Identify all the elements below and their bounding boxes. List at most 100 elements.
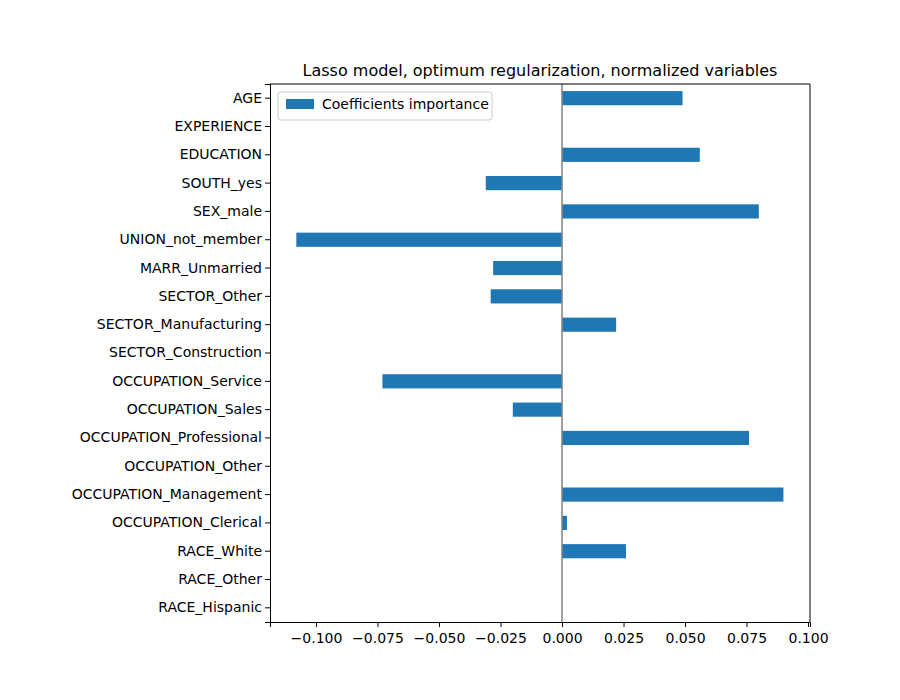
- x-tick-mark: [378, 622, 379, 627]
- y-tick: EDUCATION: [180, 146, 270, 162]
- y-tick: AGE: [233, 90, 270, 106]
- y-tick-label: EXPERIENCE: [174, 118, 262, 134]
- y-tick-label: RACE_Hispanic: [158, 599, 262, 615]
- x-tick-mark: [501, 622, 502, 627]
- y-tick-mark: [265, 381, 270, 382]
- y-tick-label: OCCUPATION_Other: [124, 458, 262, 474]
- y-tick-mark: [265, 324, 270, 325]
- x-tick: 0.025: [604, 622, 644, 646]
- x-axis-line: [271, 623, 811, 628]
- y-tick: OCCUPATION_Clerical: [112, 514, 270, 530]
- right-spine: [810, 84, 811, 622]
- y-tick-label: UNION_not_member: [120, 231, 263, 247]
- y-tick: OCCUPATION_Professional: [80, 429, 270, 445]
- x-tick-mark: [562, 622, 563, 627]
- y-tick-mark: [265, 268, 270, 269]
- chart-container: −0.100 −0.075 −0.050 −0.025 0.000 0.025 0.050 0…: [0, 0, 900, 700]
- x-tick-mark: [747, 622, 748, 627]
- x-tick-label: 0.050: [665, 630, 705, 646]
- y-tick-label: SECTOR_Other: [158, 288, 262, 304]
- x-axis: −0.100 −0.075 −0.050 −0.025 0.000 0.025 0.050 0…: [271, 622, 829, 646]
- y-tick-mark: [265, 98, 270, 99]
- x-tick: 0.075: [727, 622, 767, 646]
- y-tick-label: AGE: [233, 90, 262, 106]
- x-tick: 0.000: [542, 622, 582, 646]
- y-axis: AGE EXPERIENCE EDUCATION SOUTH_yes SEX_male U…: [72, 85, 271, 623]
- y-tick: SECTOR_Other: [158, 288, 270, 304]
- zero-line: [561, 84, 563, 622]
- x-tick: −0.050: [414, 622, 466, 646]
- y-tick-label: SEX_male: [193, 203, 262, 219]
- x-tick-mark: [624, 622, 625, 627]
- plot-area: −0.100 −0.075 −0.050 −0.025 0.000 0.025 0.050 0…: [72, 84, 829, 646]
- y-tick-mark: [265, 296, 270, 297]
- x-tick-mark: [685, 622, 686, 627]
- y-tick-label: SECTOR_Manufacturing: [97, 316, 262, 332]
- x-tick: −0.075: [352, 622, 404, 646]
- y-tick-mark: [265, 437, 270, 438]
- x-tick-label: −0.025: [475, 630, 527, 646]
- y-tick-label: OCCUPATION_Service: [112, 373, 262, 389]
- y-tick: SOUTH_yes: [182, 175, 270, 191]
- y-tick: SECTOR_Construction: [109, 344, 270, 360]
- y-tick-label: EDUCATION: [180, 146, 262, 162]
- y-tick: EXPERIENCE: [174, 118, 270, 134]
- y-tick: SECTOR_Manufacturing: [97, 316, 270, 332]
- y-tick-mark: [265, 126, 270, 127]
- y-tick-mark: [265, 409, 270, 410]
- y-tick-label: SOUTH_yes: [182, 175, 262, 191]
- bar: [382, 374, 562, 388]
- y-tick: UNION_not_member: [120, 231, 270, 247]
- y-tick-mark: [265, 183, 270, 184]
- bar: [493, 261, 562, 275]
- y-tick-mark: [265, 239, 270, 240]
- bar: [491, 289, 562, 303]
- y-tick-label: SECTOR_Construction: [109, 344, 262, 360]
- y-tick-label: MARR_Unmarried: [140, 260, 262, 276]
- y-axis-line: [265, 85, 271, 623]
- bar: [562, 431, 749, 445]
- y-tick-mark: [265, 353, 270, 354]
- legend-swatch: [286, 99, 314, 109]
- legend-label: Coefficients importance: [322, 96, 489, 112]
- y-tick-mark: [265, 579, 270, 580]
- bar: [562, 148, 700, 162]
- bar: [562, 91, 683, 105]
- bar: [562, 488, 783, 502]
- x-tick-mark: [808, 622, 809, 627]
- x-tick-mark: [316, 622, 317, 627]
- y-tick-label: OCCUPATION_Sales: [127, 401, 262, 417]
- x-tick-label: 0.075: [727, 630, 767, 646]
- y-tick-mark: [265, 522, 270, 523]
- y-tick: SEX_male: [193, 203, 270, 219]
- bar: [296, 233, 562, 247]
- y-tick: RACE_Hispanic: [158, 599, 270, 615]
- y-tick-label: OCCUPATION_Clerical: [112, 514, 262, 530]
- bar: [562, 204, 759, 218]
- x-tick-label: −0.050: [414, 630, 466, 646]
- x-tick: −0.100: [291, 622, 343, 646]
- x-tick-label: 0.025: [604, 630, 644, 646]
- bars: [296, 91, 783, 558]
- top-spine: [270, 84, 810, 85]
- bar: [562, 318, 616, 332]
- bar: [486, 176, 562, 190]
- bar: [562, 544, 626, 558]
- y-tick: RACE_White: [177, 543, 270, 559]
- y-tick-mark: [265, 211, 270, 212]
- x-tick-label: 0.100: [788, 630, 828, 646]
- y-tick-label: RACE_White: [177, 543, 262, 559]
- x-tick-label: 0.000: [542, 630, 582, 646]
- x-tick-label: −0.100: [291, 630, 343, 646]
- x-tick: 0.050: [665, 622, 705, 646]
- legend-box: [278, 92, 492, 120]
- y-tick: RACE_Other: [178, 571, 270, 587]
- y-tick-label: OCCUPATION_Management: [72, 486, 263, 502]
- y-tick-mark: [265, 607, 270, 608]
- y-tick: MARR_Unmarried: [140, 260, 270, 276]
- y-tick-label: RACE_Other: [178, 571, 262, 587]
- x-tick: −0.025: [475, 622, 527, 646]
- chart-title: Lasso model, optimum regularization, nor…: [303, 61, 778, 80]
- y-tick-mark: [265, 494, 270, 495]
- bar: [513, 403, 562, 417]
